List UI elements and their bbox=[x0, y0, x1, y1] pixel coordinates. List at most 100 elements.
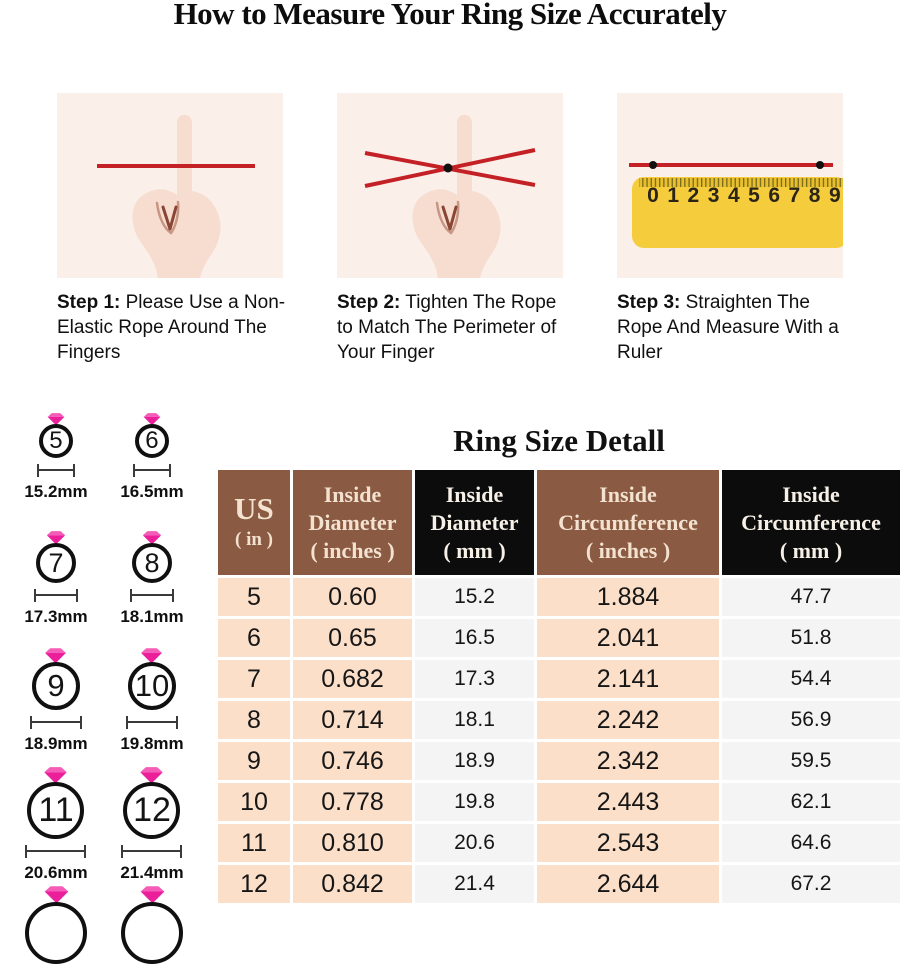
diameter-bracket bbox=[129, 589, 174, 602]
column-header-line: Inside bbox=[782, 482, 840, 507]
table-cell: 10 bbox=[218, 783, 290, 821]
table-cell: 59.5 bbox=[722, 742, 900, 780]
ring-size-number: 10 bbox=[134, 668, 170, 703]
step1-label: Step 1: bbox=[57, 292, 121, 313]
step1-caption: Step 1: Please Use a Non-Elastic Rope Ar… bbox=[57, 290, 291, 365]
ring-size-number: 9 bbox=[47, 668, 65, 703]
table-cell: 2.242 bbox=[537, 701, 719, 739]
table-cell: 0.842 bbox=[293, 865, 412, 903]
column-header: Inside Circumference ( mm ) bbox=[722, 470, 900, 575]
diamond-icon bbox=[47, 413, 65, 426]
ring-diagram: 10 19.8mm bbox=[120, 647, 184, 754]
step3-caption: Step 3: Straighten The Rope And Measure … bbox=[617, 290, 851, 365]
diameter-bracket bbox=[132, 464, 171, 477]
step-card-1: Step 1: Please Use a Non-Elastic Rope Ar… bbox=[57, 93, 285, 365]
column-header-line: ( mm ) bbox=[779, 538, 843, 563]
diamond-icon bbox=[44, 767, 68, 784]
diamond-icon bbox=[46, 531, 66, 545]
table-cell: 64.6 bbox=[722, 824, 900, 862]
step2-photo bbox=[337, 93, 563, 278]
ring-circle: 12 bbox=[123, 782, 181, 839]
ring-size-number: 5 bbox=[49, 427, 63, 454]
table-cell: 18.9 bbox=[415, 742, 534, 780]
ring-size-number: 8 bbox=[144, 547, 160, 578]
ruler-number: 6 bbox=[768, 184, 780, 207]
table-cell: 2.041 bbox=[537, 619, 719, 657]
diamond-icon bbox=[44, 886, 68, 904]
table-cell: 2.644 bbox=[537, 865, 719, 903]
ring-circle: 9 bbox=[31, 662, 80, 710]
ring-size-table: US( in ) Inside Diameter ( inches ) Inside Di… bbox=[218, 470, 900, 903]
step2-text: Tighten The Rope to Match The Perimeter … bbox=[337, 292, 557, 363]
step1-text: Please Use a Non-Elastic Rope Around The… bbox=[57, 292, 286, 363]
diameter-bracket bbox=[36, 464, 75, 477]
ring-circle: 11 bbox=[27, 782, 85, 839]
table-cell: 47.7 bbox=[722, 578, 900, 616]
table-cell: 0.810 bbox=[293, 824, 412, 862]
table-cell: 12 bbox=[218, 865, 290, 903]
ring-diagram: 6 16.5mm bbox=[120, 412, 184, 502]
ring-diagram: 11 20.6mm bbox=[24, 766, 88, 883]
table-cell: 17.3 bbox=[415, 660, 534, 698]
ring-size-number: 11 bbox=[38, 791, 74, 829]
table-cell: 0.60 bbox=[293, 578, 412, 616]
measure-dot-end bbox=[816, 161, 824, 169]
column-header: Inside Circumference ( inches ) bbox=[537, 470, 719, 575]
diameter-label: 17.3mm bbox=[24, 607, 88, 626]
column-header-line: Inside bbox=[599, 482, 657, 507]
column-header-line: ( in ) bbox=[235, 528, 273, 550]
table-cell: 51.8 bbox=[722, 619, 900, 657]
table-cell: 9 bbox=[218, 742, 290, 780]
diameter-label: 21.4mm bbox=[120, 863, 184, 882]
table-cell: 0.714 bbox=[293, 701, 412, 739]
table-cell: 1.884 bbox=[537, 578, 719, 616]
column-header-line: Inside bbox=[323, 482, 382, 507]
table-title: Ring Size Detall bbox=[453, 423, 665, 458]
diameter-bracket bbox=[125, 716, 178, 729]
ruler-number: 7 bbox=[789, 184, 801, 207]
column-header: US( in ) bbox=[218, 470, 290, 575]
ring-diagram: 8 18.1mm bbox=[120, 530, 184, 627]
diameter-bracket bbox=[29, 716, 82, 729]
column-header-line: ( inches ) bbox=[585, 538, 671, 563]
column-header-line: ( mm ) bbox=[443, 538, 506, 563]
diameter-label: 19.8mm bbox=[120, 734, 184, 753]
table-cell: 67.2 bbox=[722, 865, 900, 903]
column-header-line: ( inches ) bbox=[310, 538, 395, 563]
ring-circle bbox=[25, 902, 87, 964]
diameter-label: 15.2mm bbox=[24, 482, 88, 501]
table-cell: 0.682 bbox=[293, 660, 412, 698]
diameter-label: 20.6mm bbox=[24, 863, 88, 882]
ruler-number: 5 bbox=[748, 184, 760, 207]
ruler-number: 4 bbox=[728, 184, 740, 207]
table-cell: 11 bbox=[218, 824, 290, 862]
hand-with-tightened-rope-icon bbox=[364, 114, 536, 278]
diameter-label: 18.9mm bbox=[24, 734, 88, 753]
table-cell: 0.778 bbox=[293, 783, 412, 821]
measure-dot-start bbox=[649, 161, 657, 169]
ring-circle: 10 bbox=[127, 662, 176, 710]
column-header: Inside Diameter ( inches ) bbox=[293, 470, 412, 575]
column-header-line: Diameter bbox=[308, 510, 397, 535]
table-cell: 2.543 bbox=[537, 824, 719, 862]
table-cell: 20.6 bbox=[415, 824, 534, 862]
step3-label: Step 3: bbox=[617, 292, 681, 313]
column-header-line: Circumference bbox=[741, 510, 881, 535]
table-cell: 6 bbox=[218, 619, 290, 657]
step2-label: Step 2: bbox=[337, 292, 401, 313]
table-cell: 21.4 bbox=[415, 865, 534, 903]
ring-size-number: 7 bbox=[48, 547, 64, 578]
ring-circle bbox=[121, 902, 183, 964]
table-cell: 54.4 bbox=[722, 660, 900, 698]
ruler-number: 8 bbox=[809, 184, 821, 207]
table-cell: 8 bbox=[218, 701, 290, 739]
column-header-line: US bbox=[234, 490, 274, 526]
ruler-number: 3 bbox=[708, 184, 720, 207]
table-cell: 16.5 bbox=[415, 619, 534, 657]
ring-circle: 6 bbox=[134, 424, 169, 458]
ruler-body bbox=[632, 177, 843, 248]
